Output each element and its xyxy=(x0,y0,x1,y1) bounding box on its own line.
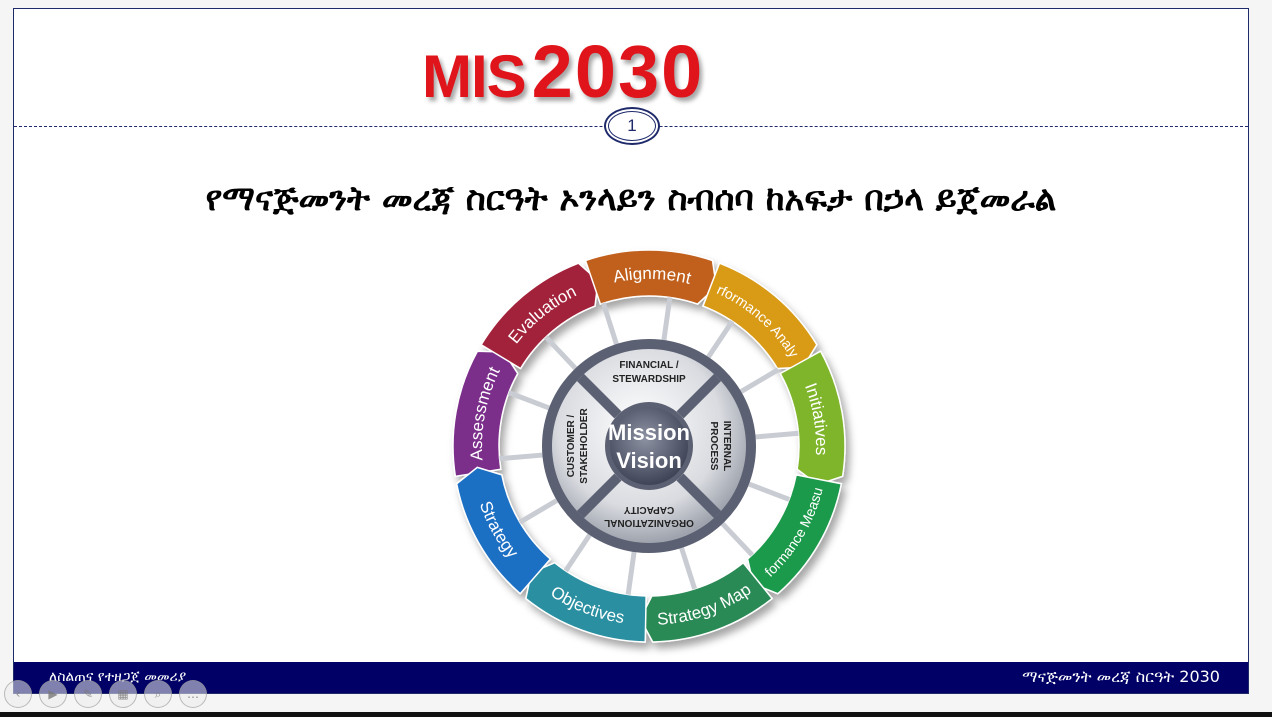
footer-right-text: ማናጅመንት መረጃ ስርዓት 2030 xyxy=(1022,667,1220,686)
title-mis: MIS xyxy=(422,43,527,110)
presenter-toolbar: ‹ ▶ ✎ ▦ ⌕… xyxy=(0,680,207,714)
screen-bottom-edge xyxy=(0,712,1272,717)
wheel-spoke xyxy=(755,430,799,440)
quadrant-customer-1: CUSTOMER / xyxy=(566,414,577,477)
wheel-spoke xyxy=(507,390,550,411)
wheel-segment-strategy-map xyxy=(639,561,774,643)
wheel-segment-performance-analysis xyxy=(702,262,818,370)
wheel-spoke xyxy=(706,319,735,359)
wheel-segment-assessment xyxy=(452,350,519,478)
wheel-spoke xyxy=(600,302,619,345)
wheel-spoke xyxy=(499,452,543,462)
pen-icon[interactable]: ✎ xyxy=(74,680,102,708)
quadrant-internal-1: INTERNAL xyxy=(721,421,732,472)
core-vision-text: Vision xyxy=(616,448,682,473)
strategy-wheel-graphic: AssessmentEvaluationAlignmentPerformance… xyxy=(424,224,846,643)
prev-icon[interactable]: ‹ xyxy=(4,680,32,708)
wheel-segment-alignment xyxy=(584,249,718,306)
wheel-spoke xyxy=(679,547,698,590)
quadrant-organizational-2: CAPACITY xyxy=(623,504,674,515)
quadrant-financial-1: FINANCIAL / xyxy=(619,360,678,371)
wheel-spoke xyxy=(748,481,791,502)
slide-number-badge: 1 xyxy=(604,107,660,145)
title-year: 2030 xyxy=(531,30,705,113)
more-icon[interactable]: … xyxy=(179,680,207,708)
mission-vision-core xyxy=(610,407,688,485)
wheel-spoke xyxy=(563,533,592,573)
wheel-spoke xyxy=(661,297,673,341)
wheel-segment-evaluation xyxy=(480,262,599,370)
slide-headline: የማናጅመንት መረጃ ስርዓት ኦንላይን ስብሰባ ከአፍታ በኃላ ይጀመ… xyxy=(205,179,1057,219)
hub-divider xyxy=(576,473,622,519)
hub-divider xyxy=(576,373,622,419)
quadrant-organizational-1: ORGANIZATIONAL xyxy=(604,517,694,528)
slides-grid-icon[interactable]: ▦ xyxy=(109,680,137,708)
core-mission-text: Mission xyxy=(608,420,690,445)
wheel-spoke xyxy=(720,521,754,557)
slide: MIS2030 1 የማናጅመንት መረጃ ስርዓት ኦንላይን ስብሰባ ከአ… xyxy=(13,8,1249,694)
wheel-spoke xyxy=(625,551,637,595)
hub-divider xyxy=(676,473,722,519)
play-icon[interactable]: ▶ xyxy=(39,680,67,708)
zoom-icon[interactable]: ⌕ xyxy=(144,680,172,708)
quadrant-customer-2: STAKEHOLDER xyxy=(579,408,590,484)
slide-title: MIS2030 xyxy=(422,29,782,119)
wheel-spoke xyxy=(739,367,780,394)
hub-divider xyxy=(676,373,722,419)
wheel-segment-strategy xyxy=(455,466,552,595)
wheel-spoke xyxy=(544,335,578,371)
wheel-segment-initiatives xyxy=(779,350,846,486)
quadrant-financial-2: STEWARDSHIP xyxy=(612,374,686,385)
wheel-spoke xyxy=(518,498,559,525)
wheel-segment-objectives xyxy=(525,561,647,643)
quadrant-internal-2: PROCESS xyxy=(708,422,719,471)
